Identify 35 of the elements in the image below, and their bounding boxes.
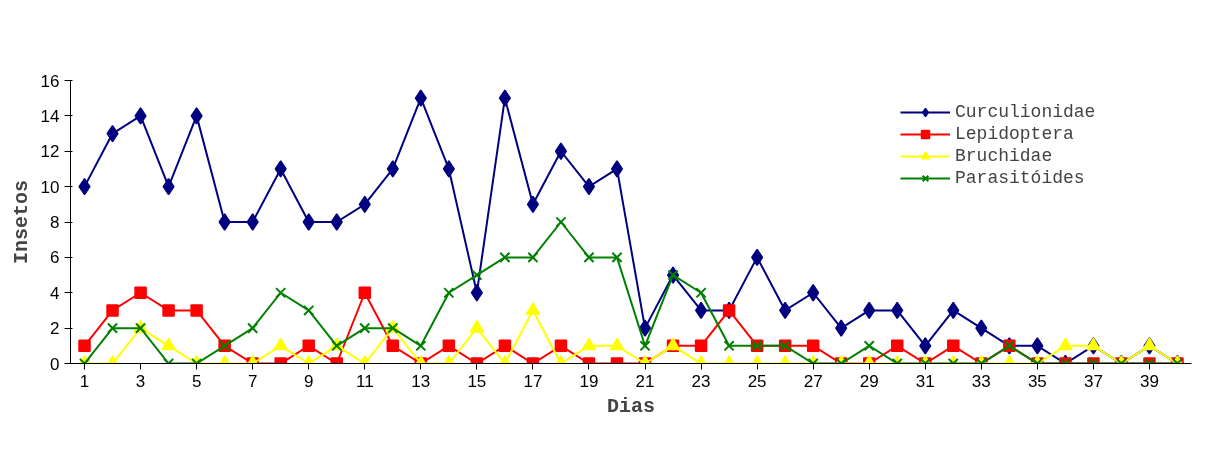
y-tick-label: 2 (50, 319, 60, 339)
y-tick-label: 16 (40, 71, 60, 91)
x-tick-label: 9 (303, 371, 314, 391)
x-tick-label: 3 (135, 371, 146, 391)
y-tick-label: 4 (50, 283, 60, 303)
y-tick-label: 14 (40, 106, 60, 126)
x-tick-label: 33 (971, 371, 991, 391)
x-tick-label: 31 (915, 371, 935, 391)
x-tick-label: 13 (411, 371, 431, 391)
y-tick-label: 0 (50, 354, 60, 374)
x-tick-label: 37 (1083, 371, 1103, 391)
x-tick-label: 15 (467, 371, 487, 391)
y-tick-label: 6 (50, 248, 60, 268)
x-tick-label: 29 (859, 371, 879, 391)
x-tick-label: 21 (635, 371, 655, 391)
x-tick-label: 23 (691, 371, 711, 391)
x-tick-label: 25 (747, 371, 767, 391)
x-tick-label: 1 (79, 371, 90, 391)
x-tick-label: 27 (803, 371, 823, 391)
y-axis-title: Insetos (9, 179, 33, 265)
y-tick-label: 12 (40, 142, 60, 162)
y-tick-label: 10 (40, 177, 60, 197)
x-tick-label: 7 (247, 371, 258, 391)
legend-label: Curculionidae (955, 102, 1096, 122)
x-axis-title: Dias (607, 394, 656, 418)
legend-label: Bruchidae (955, 146, 1053, 166)
y-tick-label: 8 (50, 213, 60, 232)
x-tick-label: 11 (355, 371, 374, 391)
x-tick-label: 39 (1140, 371, 1159, 391)
x-tick-label: 35 (1027, 371, 1047, 391)
x-tick-label: 5 (191, 371, 202, 391)
legend-label: Parasitóides (955, 168, 1085, 188)
x-tick-label: 19 (579, 371, 599, 391)
x-tick-label: 17 (523, 371, 543, 391)
legend-label: Lepidoptera (955, 124, 1074, 144)
